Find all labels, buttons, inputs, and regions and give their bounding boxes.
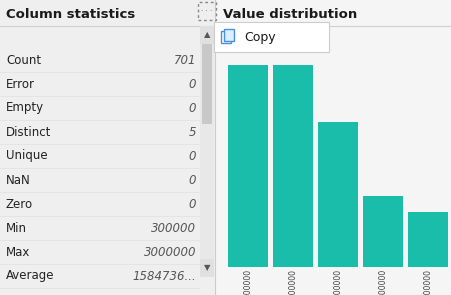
Text: 300000: 300000 — [377, 269, 387, 295]
Text: Max: Max — [6, 245, 30, 258]
Text: 0: 0 — [188, 173, 196, 186]
Bar — [0, 0, 215, 295]
Text: Zero: Zero — [6, 197, 33, 211]
Text: Average: Average — [6, 270, 55, 283]
Text: Count: Count — [6, 53, 41, 66]
Text: 800000: 800000 — [333, 269, 342, 295]
Text: 3000000: 3000000 — [143, 245, 196, 258]
Text: Value distribution: Value distribution — [222, 7, 356, 20]
Bar — [317, 122, 357, 267]
Text: 0: 0 — [188, 101, 196, 114]
Bar — [221, 31, 230, 43]
Bar — [224, 29, 234, 41]
Bar — [213, 22, 328, 52]
Text: 3000000: 3000000 — [243, 269, 252, 295]
Text: Empty: Empty — [6, 101, 44, 114]
Text: 1584736...: 1584736... — [132, 270, 196, 283]
Text: 1000000: 1000000 — [423, 269, 432, 295]
Bar — [215, 0, 451, 295]
Text: NaN: NaN — [6, 173, 31, 186]
Bar — [199, 26, 213, 44]
Text: Column statistics: Column statistics — [6, 7, 135, 20]
Text: · · ·: · · · — [201, 8, 212, 14]
Text: 1500000: 1500000 — [288, 269, 297, 295]
Bar — [362, 196, 402, 267]
Bar — [227, 65, 267, 267]
Text: 0: 0 — [188, 197, 196, 211]
Bar — [199, 259, 213, 277]
Bar — [198, 2, 216, 20]
Text: Min: Min — [6, 222, 27, 235]
Text: ▼: ▼ — [203, 263, 210, 273]
Text: 701: 701 — [173, 53, 196, 66]
Bar — [202, 44, 212, 124]
Bar — [407, 212, 447, 267]
Text: Error: Error — [6, 78, 35, 91]
Text: 0: 0 — [188, 78, 196, 91]
Text: 5: 5 — [188, 125, 196, 138]
Text: Distinct: Distinct — [6, 125, 51, 138]
Bar — [199, 26, 213, 277]
Text: Unique: Unique — [6, 150, 47, 163]
Bar — [272, 65, 313, 267]
Text: 300000: 300000 — [151, 222, 196, 235]
Text: ▲: ▲ — [203, 30, 210, 40]
Text: Copy: Copy — [244, 30, 275, 43]
Text: 0: 0 — [188, 150, 196, 163]
